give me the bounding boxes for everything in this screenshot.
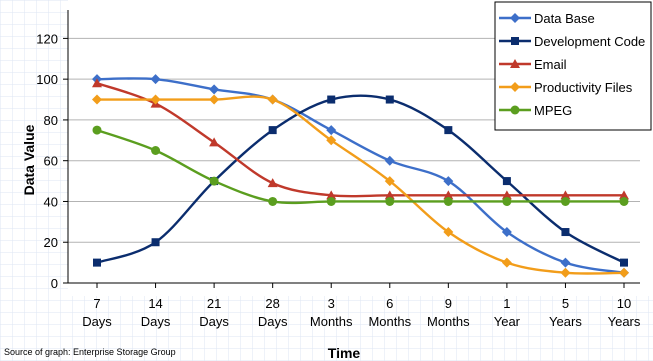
y-axis-ticks: 0 20 40 60 80 100 120 <box>36 31 68 291</box>
data-point <box>501 227 512 238</box>
legend-item: Data Base <box>499 11 595 26</box>
x-tick-label: 14 Days <box>141 296 171 329</box>
data-point <box>443 227 454 238</box>
legend-label: Productivity Files <box>534 80 633 95</box>
y-tick-label: 20 <box>44 235 58 250</box>
x-tick-label: 5 Years <box>549 296 582 329</box>
data-point <box>92 78 102 88</box>
x-tick-label: 10 Years <box>608 296 641 329</box>
data-point <box>151 238 160 247</box>
data-point <box>502 177 511 186</box>
legend-marker <box>510 59 520 68</box>
data-point <box>619 267 629 278</box>
series-line <box>96 94 625 264</box>
x-tick-label: 6 Months <box>368 296 411 329</box>
x-tick-label: 1 Year <box>494 296 521 329</box>
data-point <box>151 146 161 155</box>
y-tick-label: 40 <box>44 194 58 209</box>
data-point <box>92 94 102 105</box>
legend-label: Email <box>534 57 567 72</box>
series-email <box>92 78 629 200</box>
data-point <box>268 196 278 206</box>
legend-box <box>494 1 652 131</box>
data-point <box>443 196 453 206</box>
data-point <box>502 196 512 206</box>
y-axis-title: Data Value <box>21 124 37 195</box>
y-tick-label: 0 <box>51 276 58 291</box>
legend-item: Development Code <box>499 34 645 49</box>
data-point <box>560 196 570 206</box>
series-line <box>97 95 625 275</box>
data-point <box>560 257 571 268</box>
data-point <box>150 94 161 105</box>
x-tick-label: 21 Days <box>199 296 229 329</box>
data-point <box>209 176 219 186</box>
data-point <box>326 135 337 146</box>
series-mpeg <box>92 125 629 206</box>
y-tick-label: 60 <box>44 154 58 169</box>
legend: Data Base Development Code Email Productivi… <box>494 1 652 131</box>
x-axis-title: Time <box>328 345 361 361</box>
legend-marker <box>510 13 520 23</box>
series-line <box>96 128 625 205</box>
source-note: Source of graph: Enterprise Storage Grou… <box>4 347 176 357</box>
data-point <box>209 137 220 147</box>
data-point <box>560 267 571 278</box>
data-point <box>444 126 453 135</box>
series-productivity-files <box>92 94 629 278</box>
data-point <box>619 196 629 206</box>
data-point <box>385 95 394 104</box>
series-line <box>96 77 625 274</box>
data-point <box>560 190 571 200</box>
legend-marker <box>511 37 519 45</box>
legend-item: MPEG <box>499 103 572 118</box>
data-point <box>385 196 395 206</box>
series-group <box>92 74 629 278</box>
series-line <box>96 82 624 198</box>
x-tick-label: 9 Months <box>427 296 470 329</box>
legend-label: Development Code <box>534 34 645 49</box>
data-point <box>93 258 101 267</box>
data-point <box>620 258 628 267</box>
data-point <box>501 257 512 268</box>
legend-marker <box>510 105 520 115</box>
y-tick-label: 80 <box>44 113 58 128</box>
data-point <box>92 125 102 135</box>
data-point <box>443 176 454 187</box>
data-point <box>267 178 278 188</box>
data-point <box>501 190 512 200</box>
legend-item: Productivity Files <box>499 80 633 95</box>
data-point <box>384 155 395 166</box>
data-point <box>561 228 570 237</box>
data-point <box>443 190 454 200</box>
data-point <box>209 94 220 105</box>
data-point <box>326 196 336 206</box>
x-tick-label: 28 Days <box>258 296 288 329</box>
data-point <box>209 84 220 95</box>
data-point <box>384 190 395 200</box>
legend-marker <box>510 82 520 92</box>
data-point <box>326 190 337 200</box>
data-point <box>326 125 337 136</box>
data-point <box>150 74 161 85</box>
legend-item: Email <box>499 57 567 72</box>
x-axis-ticks: 7 Days 14 Days 21 Days 28 Days 3 Months 6 Months 9 Mo… <box>82 283 641 329</box>
x-tick-label: 3 Months <box>310 296 353 329</box>
data-point <box>327 95 336 104</box>
x-tick-label: 7 Days <box>82 296 112 329</box>
legend-label: Data Base <box>534 11 595 26</box>
y-tick-label: 100 <box>36 72 58 87</box>
data-point <box>268 126 277 135</box>
data-point <box>267 94 278 105</box>
data-point <box>619 190 629 200</box>
data-point <box>384 176 395 187</box>
legend-label: MPEG <box>534 103 572 118</box>
y-tick-label: 120 <box>36 31 58 46</box>
